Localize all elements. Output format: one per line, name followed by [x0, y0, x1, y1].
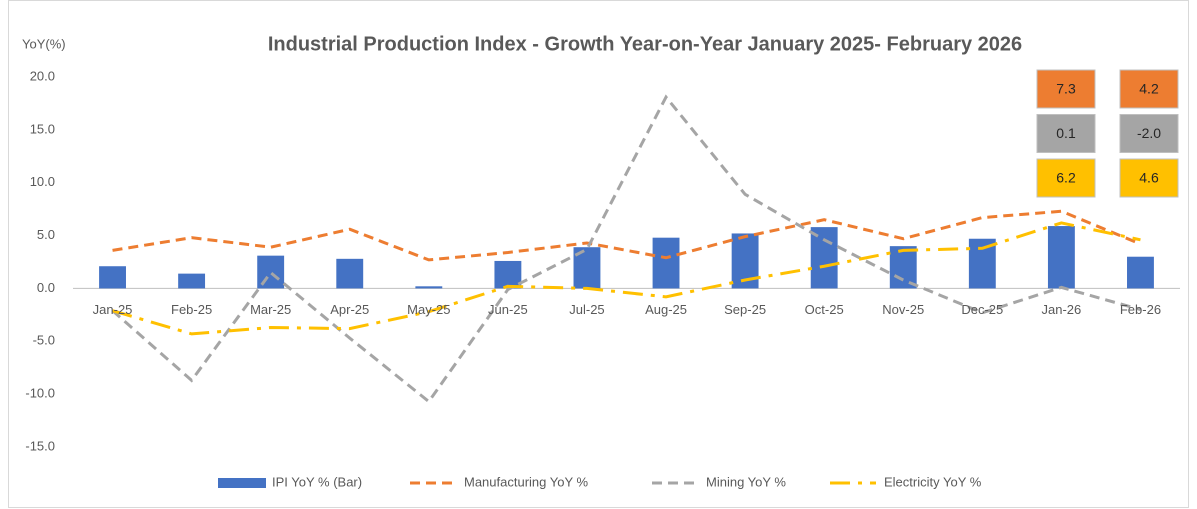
data-label: 6.2	[1056, 170, 1076, 186]
bar	[99, 266, 126, 289]
bar	[1047, 226, 1075, 289]
bar	[178, 273, 206, 289]
x-tick-label: Jan-25	[93, 302, 133, 317]
y-tick-label: -10.0	[25, 386, 55, 401]
x-tick-label: May-25	[407, 302, 450, 317]
legend-label: Mining YoY %	[706, 474, 786, 489]
data-label: 7.3	[1056, 81, 1076, 97]
data-label: 0.1	[1056, 125, 1076, 141]
data-label: 4.6	[1139, 170, 1159, 186]
y-tick-label: -15.0	[25, 438, 55, 453]
x-tick-label: Mar-25	[250, 302, 291, 317]
bar	[810, 227, 838, 289]
y-tick-label: 10.0	[30, 174, 55, 189]
data-label-box	[1119, 114, 1179, 153]
line	[111, 94, 1141, 404]
y-tick-label: -5.0	[33, 333, 55, 348]
chart-title: Industrial Production Index - Growth Yea…	[268, 33, 1022, 55]
bar	[889, 246, 917, 289]
y-tick-label: 0.0	[37, 280, 55, 295]
line	[112, 221, 1141, 336]
bar	[1127, 256, 1154, 289]
data-label-box	[1036, 69, 1096, 109]
x-tick-label: Nov-25	[882, 302, 924, 317]
legend-label: Manufacturing YoY %	[464, 474, 589, 489]
x-tick-label: Jan-26	[1042, 302, 1082, 317]
y-tick-label: 20.0	[30, 68, 55, 83]
data-label-box	[1036, 114, 1096, 153]
data-label-box	[1036, 158, 1096, 198]
data-label: 4.2	[1139, 81, 1159, 97]
chart-border	[8, 0, 1189, 508]
data-label: -2.0	[1137, 125, 1161, 141]
x-tick-label: Feb-26	[1120, 302, 1161, 317]
legend-label: IPI YoY % (Bar)	[272, 474, 362, 489]
x-tick-label: Sep-25	[724, 302, 766, 317]
y-tick-label: 15.0	[30, 121, 55, 136]
bar	[494, 260, 522, 289]
x-tick-label: Aug-25	[645, 302, 687, 317]
legend-label: Electricity YoY %	[884, 474, 982, 489]
legend-swatch	[218, 478, 266, 488]
y-tick-label: 5.0	[37, 227, 55, 242]
bar	[652, 237, 680, 289]
x-tick-label: Feb-25	[171, 302, 212, 317]
x-tick-label: Apr-25	[330, 302, 369, 317]
x-tick-label: Jun-25	[488, 302, 528, 317]
x-tick-label: Jul-25	[569, 302, 604, 317]
x-tick-label: Oct-25	[805, 302, 844, 317]
y-axis-label: YoY(%)	[22, 36, 66, 51]
data-label-box	[1119, 69, 1179, 109]
bar	[336, 258, 364, 289]
bar	[415, 286, 443, 289]
data-label-box	[1119, 158, 1179, 198]
x-tick-label: Dec-25	[961, 302, 1003, 317]
